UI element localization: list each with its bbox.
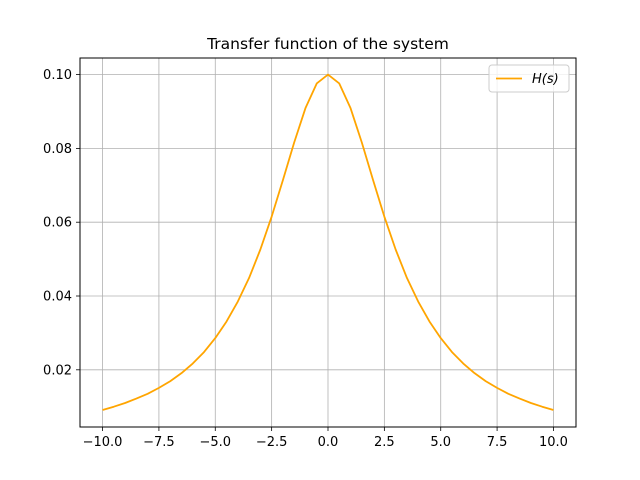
x-tick-label: 2.5: [374, 435, 395, 450]
x-tick-label: −7.5: [143, 435, 175, 450]
chart-title: Transfer function of the system: [206, 35, 449, 53]
legend-box: [488, 64, 570, 93]
y-axis: 0.02 0.04 0.06 0.08 0.10: [43, 68, 80, 378]
series-line-h-s: [102, 73, 554, 411]
x-tick-label: 7.5: [487, 435, 508, 450]
y-tick-label: 0.08: [43, 142, 72, 157]
legend: H(s): [488, 64, 570, 93]
y-tick-label: 0.06: [43, 216, 72, 231]
x-tick-label: 10.0: [539, 435, 568, 450]
y-tick-label: 0.10: [43, 68, 72, 83]
x-tick-label: −10.0: [83, 435, 123, 450]
y-tick-label: 0.02: [43, 363, 72, 378]
x-tick-label: −5.0: [199, 435, 231, 450]
x-tick-label: −2.5: [256, 435, 288, 450]
x-tick-label: 5.0: [430, 435, 451, 450]
x-tick-label: 0.0: [318, 435, 339, 450]
series-layer: [102, 73, 554, 411]
x-axis: −10.0 −7.5 −5.0 −2.5 0.0 2.5 5.0 7.5 10.0: [83, 427, 568, 450]
grid: [80, 58, 576, 427]
legend-label: H(s): [532, 72, 559, 87]
y-tick-label: 0.04: [43, 290, 72, 305]
